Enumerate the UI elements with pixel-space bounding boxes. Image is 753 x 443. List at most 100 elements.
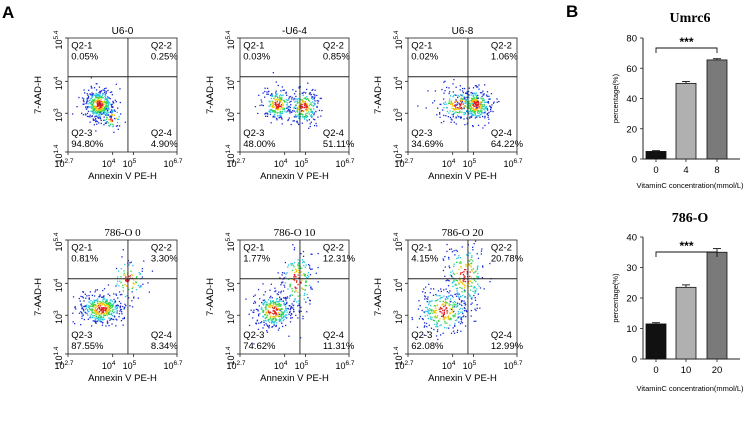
flow-event — [304, 101, 306, 103]
flow-event — [98, 104, 100, 106]
flow-event — [418, 300, 420, 302]
flow-event — [471, 298, 473, 300]
flow-event — [460, 102, 463, 104]
flow-event — [460, 281, 462, 283]
flow-event — [311, 115, 313, 117]
flow-event — [86, 112, 89, 115]
tick-base: 10 — [394, 112, 404, 122]
flow-event — [452, 91, 454, 93]
flow-event — [103, 312, 106, 314]
x-tick-label: 104 — [442, 158, 456, 169]
flow-event — [103, 110, 105, 112]
flow-event — [261, 321, 263, 323]
flow-event — [482, 266, 484, 268]
flow-event — [480, 101, 482, 103]
flow-event — [95, 321, 97, 323]
flow-event — [436, 295, 438, 297]
flow-event — [458, 321, 460, 323]
flow-event — [317, 252, 319, 255]
flow-event — [289, 110, 291, 113]
flow-event — [457, 295, 459, 297]
flow-event — [472, 87, 475, 89]
flow-event — [95, 113, 97, 115]
y-axis-label: 7-AAD-H — [205, 76, 216, 114]
flow-event — [280, 99, 283, 101]
tick-exponent: 6.7 — [345, 360, 354, 367]
flow-event — [111, 310, 113, 313]
flow-event — [478, 285, 480, 287]
flow-event — [287, 266, 289, 268]
flow-event — [78, 297, 80, 300]
flow-event — [81, 313, 83, 315]
flow-event — [298, 123, 300, 126]
flow-event — [462, 103, 464, 105]
flow-event — [470, 265, 472, 267]
flow-event — [293, 311, 295, 313]
flow-event — [311, 89, 313, 92]
flow-event — [91, 305, 94, 308]
flow-event — [456, 293, 458, 295]
flow-event — [86, 101, 88, 103]
flow-event — [265, 301, 267, 303]
flow-event — [105, 104, 107, 106]
flow-event — [478, 106, 480, 108]
flow-event — [293, 300, 295, 303]
flow-event — [439, 308, 442, 310]
flow-event — [474, 105, 476, 108]
flow-event — [109, 91, 112, 94]
flow-event — [472, 268, 474, 270]
flow-event — [105, 311, 107, 313]
flow-event — [264, 314, 266, 316]
flow-event — [272, 110, 274, 112]
quadrant-name: Q2-2 — [323, 40, 344, 51]
flow-event — [106, 300, 108, 303]
flow-event — [464, 290, 466, 292]
flow-event — [441, 312, 443, 314]
flow-event — [306, 107, 308, 109]
flow-event — [115, 304, 117, 307]
quadrant-value: 0.02% — [411, 51, 438, 62]
flow-event — [277, 84, 279, 87]
flow-event — [287, 119, 289, 122]
quadrant-value: 87.55% — [71, 341, 104, 352]
flow-event — [123, 272, 125, 274]
flow-event — [101, 312, 103, 314]
flow-event — [290, 314, 292, 317]
flow-event — [455, 283, 457, 285]
y-tick-label: 105.4 — [225, 232, 236, 251]
flow-event — [448, 102, 450, 104]
flow-plot-6: 786-O 20Q2-14.15%Q2-220.78%Q2-362.08%Q2-… — [373, 227, 524, 384]
flow-event — [448, 100, 450, 102]
flow-event — [474, 92, 476, 94]
flow-event — [261, 306, 263, 309]
flow-event — [296, 110, 298, 112]
flow-event — [284, 286, 286, 288]
flow-event — [278, 320, 280, 323]
flow-event — [436, 321, 438, 323]
flow-event — [298, 304, 300, 306]
flow-event — [445, 103, 447, 105]
flow-event — [113, 109, 116, 111]
flow-event — [257, 112, 259, 115]
flow-event — [460, 267, 463, 269]
flow-event — [478, 276, 480, 278]
flow-event — [440, 122, 443, 124]
flow-event — [283, 277, 285, 279]
flow-event — [454, 293, 456, 296]
flow-event — [125, 279, 127, 281]
flow-event — [470, 92, 472, 94]
flow-event — [427, 308, 429, 311]
flow-event — [94, 108, 96, 110]
flow-event — [93, 302, 96, 304]
flow-event — [280, 284, 282, 286]
flow-event — [141, 270, 143, 272]
flow-event — [439, 324, 441, 327]
flow-event — [459, 89, 461, 91]
flow-event — [272, 116, 274, 118]
flow-event — [282, 290, 285, 292]
flow-event — [302, 260, 305, 263]
flow-event — [115, 293, 117, 295]
flow-event — [457, 292, 459, 294]
flow-event — [125, 305, 127, 307]
